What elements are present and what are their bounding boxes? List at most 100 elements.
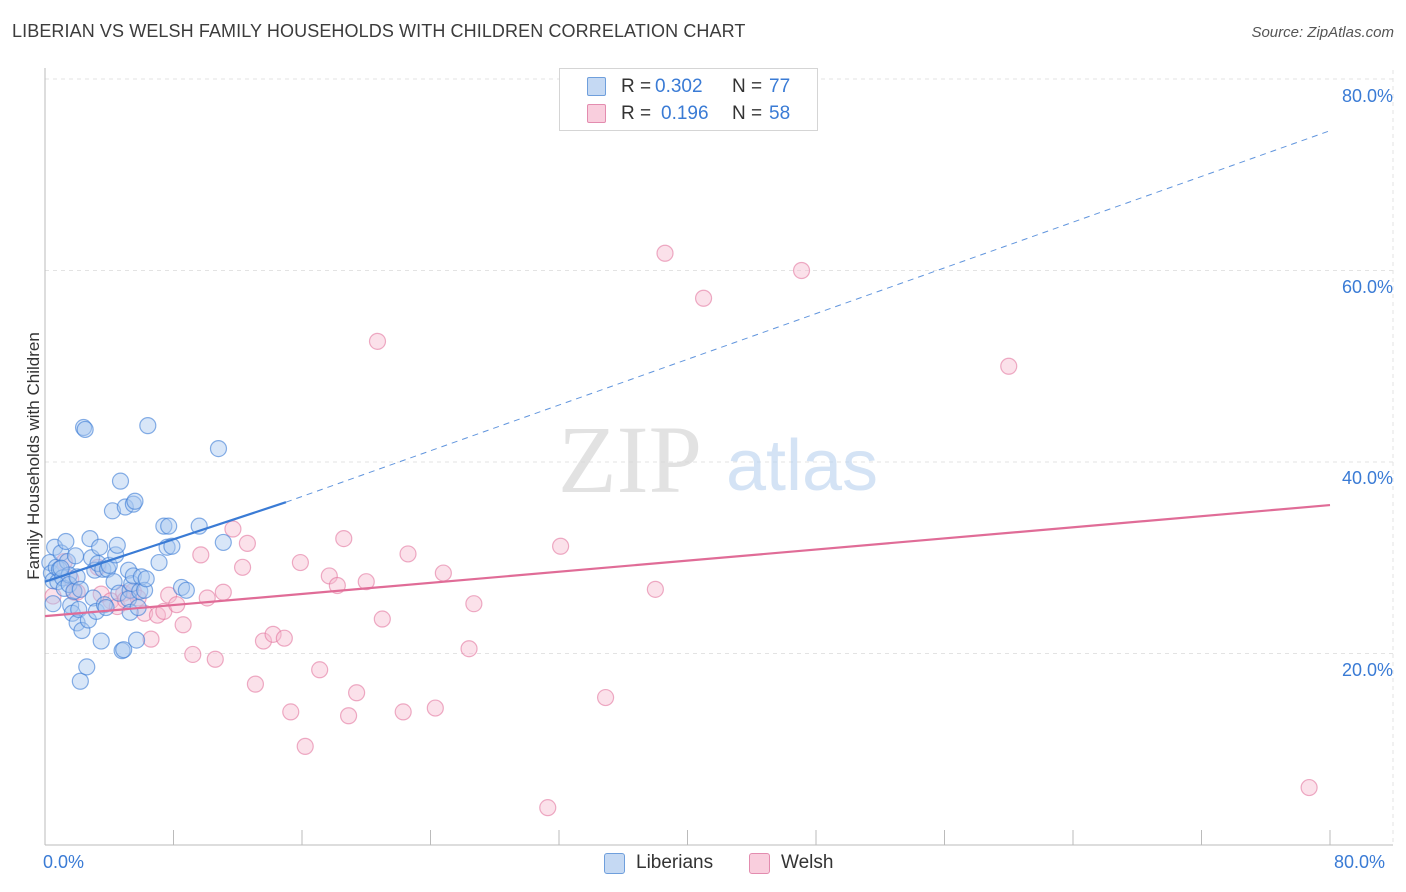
y-tick-label-60: 60.0% [1341, 277, 1393, 297]
welsh-trend-line [44, 503, 1331, 618]
welsh-point [465, 595, 483, 613]
liberians-point [97, 598, 115, 617]
welsh-point [296, 737, 314, 755]
liberians-point [214, 533, 232, 552]
liberians-point [209, 439, 228, 458]
welsh-point [291, 553, 309, 572]
welsh-point [275, 629, 293, 647]
welsh-point [646, 580, 664, 598]
legend-swatch-liberians [587, 77, 606, 96]
liberians-point [65, 582, 83, 600]
liberians-point [172, 578, 191, 597]
welsh-point [539, 799, 557, 817]
liberians-point [91, 538, 109, 556]
welsh-point [1000, 357, 1018, 375]
welsh-point [214, 583, 232, 601]
welsh-point [174, 616, 192, 634]
legend-box: R = 0.302 N = 77 R = 0.196 N = 58 [559, 68, 818, 131]
watermark-atlas: atlas [726, 426, 878, 506]
liberians-point [44, 595, 62, 613]
welsh-point [792, 261, 811, 280]
bottom-legend-label-welsh: Welsh [781, 852, 834, 873]
legend-n-value-welsh: 58 [769, 103, 791, 124]
y-tick-label-40: 40.0% [1341, 468, 1393, 488]
welsh-point [656, 244, 674, 262]
watermark-zip: ZIP [558, 406, 702, 513]
x-tick-label-max: 80.0% [1334, 852, 1386, 872]
liberians-points [41, 417, 232, 690]
y-tick-label-80: 80.0% [1341, 86, 1393, 106]
liberians-point [92, 632, 110, 650]
liberians-point [76, 420, 94, 439]
x-tick-label-min: 0.0% [43, 852, 85, 872]
welsh-point [206, 650, 224, 668]
liberians-trend-extension [285, 130, 1331, 503]
liberians-point [155, 517, 173, 535]
liberians-point [150, 553, 168, 572]
welsh-point [92, 585, 110, 603]
legend-n-value-liberians: 77 [769, 76, 791, 97]
welsh-point [142, 630, 160, 648]
legend-r-label: R = [621, 103, 652, 124]
welsh-point [357, 573, 375, 591]
legend-swatch-welsh [587, 104, 606, 123]
liberians-point [177, 581, 195, 599]
welsh-point [552, 537, 570, 555]
welsh-point [339, 707, 358, 725]
welsh-point [348, 684, 366, 702]
welsh-point [311, 661, 329, 679]
legend-r-label: R = [621, 76, 652, 97]
liberians-point [127, 631, 146, 649]
liberians-point [57, 532, 75, 551]
liberians-point [73, 621, 91, 640]
liberians-point [111, 472, 130, 490]
welsh-points [44, 244, 1318, 817]
y-tick-label-20: 20.0% [1341, 660, 1393, 680]
welsh-point [246, 675, 265, 693]
welsh-point [426, 699, 444, 717]
welsh-point [399, 545, 417, 563]
legend-n-label: N = [732, 103, 763, 124]
liberians-point [81, 529, 99, 548]
chart-title: LIBERIAN VS WELSH FAMILY HOUSEHOLDS WITH… [12, 21, 746, 41]
welsh-point [254, 632, 273, 650]
welsh-point [184, 645, 202, 664]
liberians-point [66, 547, 85, 565]
liberians-point [110, 584, 128, 602]
welsh-point [135, 604, 154, 622]
liberians-point [139, 417, 157, 435]
trend-lines [44, 130, 1331, 618]
source-label: Source: ZipAtlas.com [1251, 24, 1394, 41]
liberians-point [126, 492, 144, 510]
welsh-point [238, 534, 256, 552]
gridlines [45, 70, 1394, 845]
welsh-point [224, 520, 242, 538]
welsh-point [596, 688, 615, 707]
liberians-point [71, 672, 89, 690]
legend-r-value-welsh: 0.196 [661, 103, 709, 124]
welsh-point [264, 625, 282, 643]
welsh-point [233, 558, 252, 576]
bottom-legend-label-liberians: Liberians [636, 852, 714, 873]
liberians-point [160, 517, 178, 535]
liberians-trend-line [44, 501, 287, 583]
welsh-point [394, 703, 412, 721]
liberians-point [71, 580, 89, 598]
welsh-point [282, 703, 300, 721]
welsh-point [335, 529, 353, 548]
welsh-point [694, 289, 713, 307]
liberians-point [103, 502, 122, 520]
axes [44, 68, 1393, 846]
bottom-legend-swatch-liberians [604, 853, 625, 874]
liberians-point [108, 536, 126, 554]
welsh-point [1300, 778, 1318, 797]
liberians-point [95, 596, 114, 614]
liberians-point [78, 658, 96, 676]
welsh-point [460, 640, 478, 658]
liberians-point [115, 641, 133, 659]
welsh-point [368, 332, 387, 350]
bottom-legend-swatch-welsh [749, 853, 770, 874]
liberians-point [124, 495, 142, 513]
legend-n-label: N = [732, 76, 763, 97]
